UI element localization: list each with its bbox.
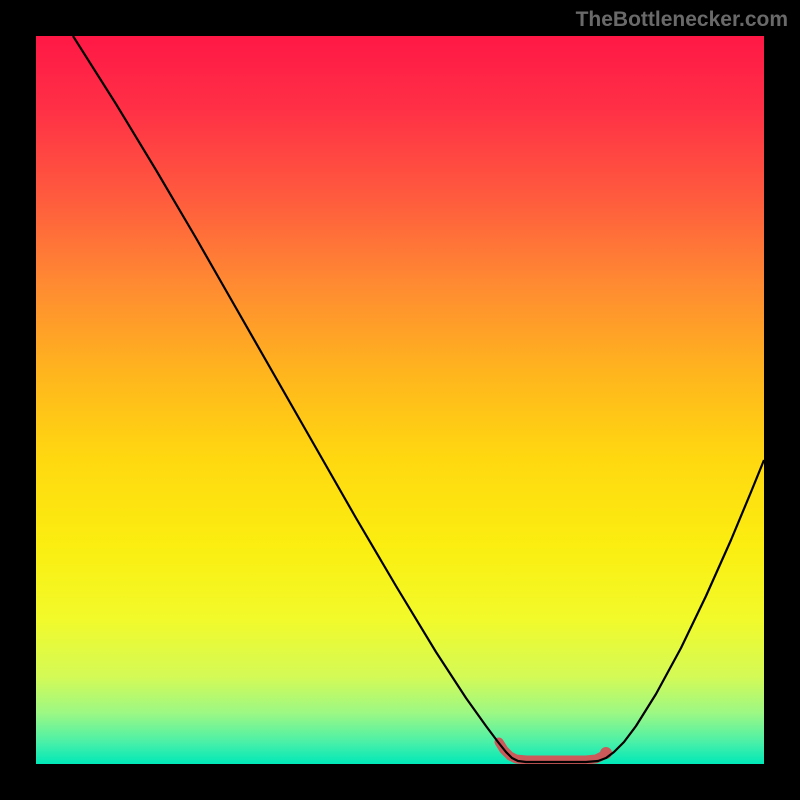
watermark-text: TheBottlenecker.com — [576, 8, 788, 32]
chart-canvas: TheBottlenecker.com — [0, 0, 800, 800]
bottleneck-curve — [36, 36, 764, 764]
plot-area — [36, 36, 764, 764]
